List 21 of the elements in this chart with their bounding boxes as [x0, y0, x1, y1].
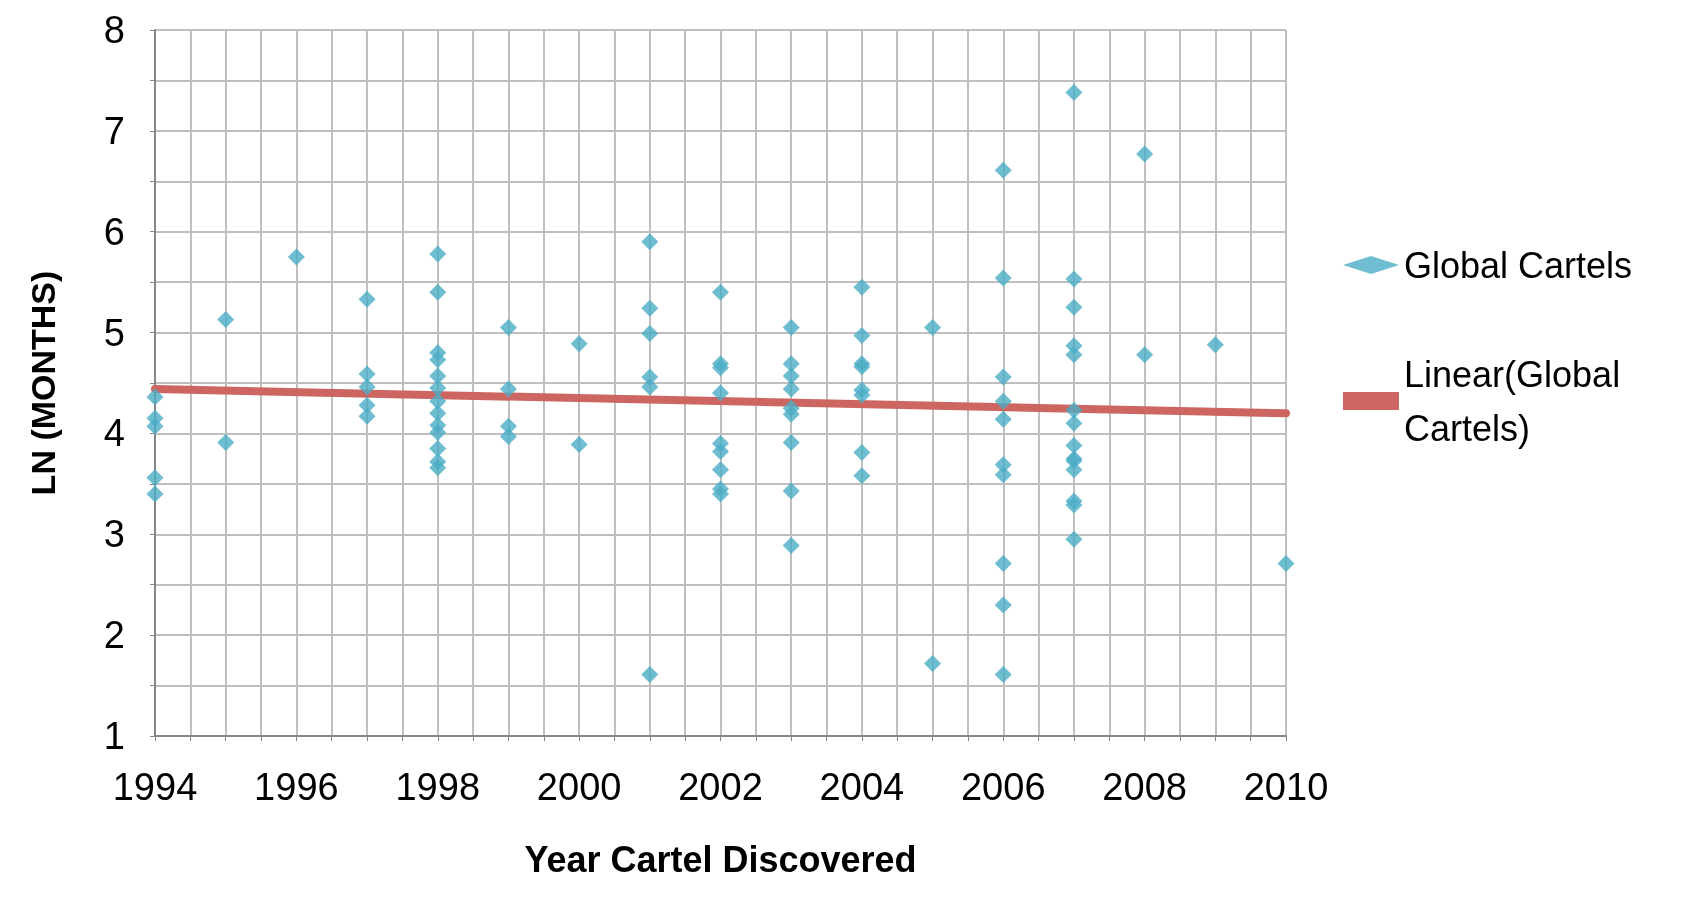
x-tick-label: 1994	[112, 766, 198, 808]
y-tick-label: 8	[103, 9, 125, 51]
y-axis-title: LN (MONTHS)	[24, 270, 62, 496]
x-tick-label: 2010	[1243, 766, 1329, 808]
legend-label: Global Cartels	[1404, 244, 1633, 286]
x-tick-label: 2008	[1102, 766, 1187, 808]
y-tick-label: 1	[103, 715, 125, 757]
y-tick-label: 3	[103, 513, 125, 556]
x-tick-label: 2002	[678, 766, 763, 808]
y-tick-label: 4	[103, 412, 125, 455]
x-tick-label: 1996	[254, 766, 339, 808]
x-axis-title: Year Cartel Discovered	[524, 838, 917, 880]
x-tick-label: 2000	[536, 766, 622, 808]
x-tick-label: 1998	[395, 766, 481, 808]
y-tick-label: 7	[103, 109, 125, 152]
x-tick-label: 2004	[819, 766, 905, 808]
y-tick-label: 5	[103, 311, 125, 354]
y-tick-label: 2	[103, 614, 125, 657]
x-tick-label: 2006	[960, 766, 1046, 808]
legend-label: Linear(Global Cartels)	[1404, 353, 1631, 449]
y-tick-label: 6	[103, 210, 125, 253]
